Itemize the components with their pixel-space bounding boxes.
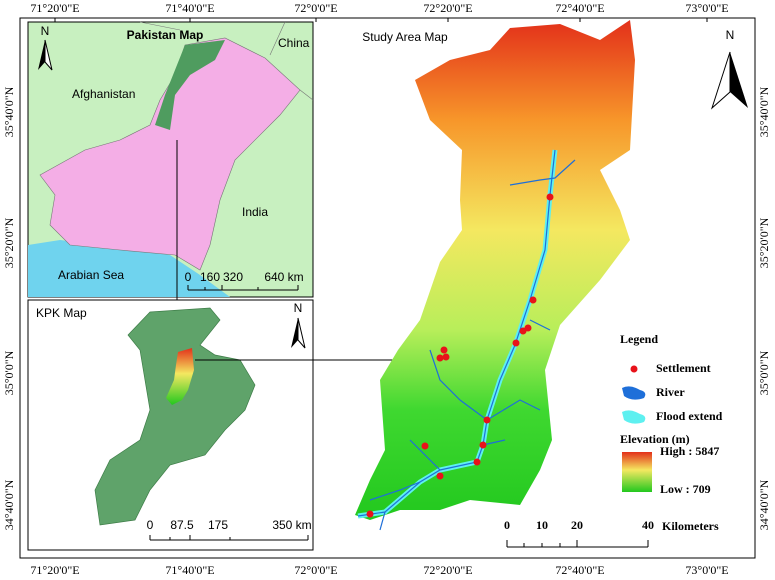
scale-label: 20 <box>571 518 583 532</box>
kpk-region <box>155 40 225 130</box>
pakistan <box>39 37 301 271</box>
latitude-label: 35°20'0"N <box>2 217 16 268</box>
scale-label: 0 <box>185 270 192 284</box>
longitude-label: 71°20'0"E <box>30 1 79 15</box>
north-label: N <box>41 24 50 38</box>
study-area <box>355 20 635 531</box>
pakistan-inset: Pakistan Map China Afghanistan India Ara… <box>27 21 314 298</box>
scale-bar: 0 10 20 40 Kilometers <box>504 518 719 548</box>
scale-label: 175 <box>208 518 228 532</box>
country-label: India <box>242 205 268 219</box>
scale-unit: Kilometers <box>662 519 719 533</box>
inset-title: KPK Map <box>36 306 87 320</box>
inset-title: Pakistan Map <box>127 28 204 42</box>
sea-label: Arabian Sea <box>58 268 124 282</box>
settlements <box>366 193 554 518</box>
scale-label: 0 <box>504 518 510 532</box>
longitude-label: 71°20'0"E <box>30 563 79 577</box>
longitude-label: 72°40'0"E <box>555 1 604 15</box>
longitude-label: 72°20'0"E <box>423 1 472 15</box>
kpk-inset: KPK Map N 0 87.5 175 350 km <box>27 299 400 551</box>
kpk <box>94 307 256 526</box>
longitude-label: 72°40'0"E <box>555 563 604 577</box>
longitude-label: 72°20'0"E <box>423 563 472 577</box>
scale-label: 160 <box>200 270 220 284</box>
latitude-label: 35°40'0"N <box>2 86 16 137</box>
legend-item: River <box>656 385 685 399</box>
latitude-label: 34°40'0"N <box>2 479 16 530</box>
scale-label: 10 <box>536 518 548 532</box>
country-label: China <box>278 36 310 50</box>
sea <box>28 240 230 297</box>
scale-label: 640 km <box>264 270 303 284</box>
scale-label: 350 km <box>272 518 311 532</box>
elevation-ramp <box>622 452 652 492</box>
legend: Legend Settlement River Flood extend Ele… <box>620 332 723 496</box>
legend-item: Flood extend <box>656 409 723 423</box>
legend-title: Legend <box>620 332 658 346</box>
scale-label: 87.5 <box>170 518 194 532</box>
north-label: N <box>726 28 735 42</box>
country-label: Afghanistan <box>72 87 135 101</box>
north-label: N <box>294 301 303 315</box>
legend-subtitle: Elevation (m) <box>620 432 690 446</box>
latitude-label: 35°20'0"N <box>757 217 771 268</box>
latitude-label: 34°40'0"N <box>757 479 771 530</box>
legend-item: Settlement <box>656 361 711 375</box>
study-area-small <box>166 348 194 405</box>
longitude-label: 72°0'0"E <box>294 1 337 15</box>
longitude-label: 73°0'0"E <box>685 1 728 15</box>
longitude-label: 72°0'0"E <box>294 563 337 577</box>
elevation-model <box>355 20 635 520</box>
latitude-label: 35°0'0"N <box>757 350 771 395</box>
map-title: Study Area Map <box>362 30 448 44</box>
longitude-label: 71°40'0"E <box>165 1 214 15</box>
scale-label: 0 <box>147 518 154 532</box>
legend-low: Low : 709 <box>660 482 711 496</box>
longitude-label: 71°40'0"E <box>165 563 214 577</box>
legend-high: High : 5847 <box>660 444 719 458</box>
latitude-label: 35°0'0"N <box>2 350 16 395</box>
longitude-label: 73°0'0"E <box>685 563 728 577</box>
latitude-label: 35°40'0"N <box>757 86 771 137</box>
scale-label: 40 <box>642 518 654 532</box>
scale-label: 320 <box>223 270 243 284</box>
